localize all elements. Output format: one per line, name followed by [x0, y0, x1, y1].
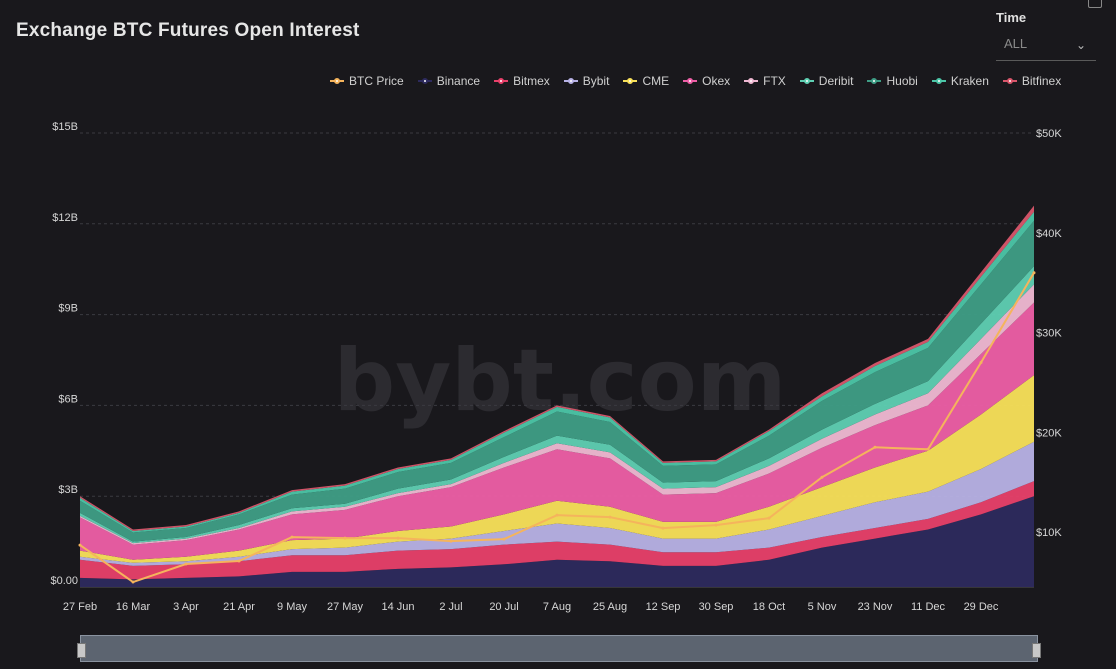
chevron-down-icon: ⌄: [1075, 38, 1086, 52]
legend-item-deribit[interactable]: Deribit: [799, 74, 854, 88]
x-tick-label: 23 Nov: [858, 601, 893, 613]
area-series-binance[interactable]: [80, 496, 1034, 587]
y-left-tick-label: $12B: [52, 212, 78, 224]
x-tick-label: 2 Jul: [439, 601, 462, 613]
price-point: [78, 543, 82, 547]
price-point: [979, 360, 983, 364]
legend-marker-icon: [1002, 76, 1017, 86]
x-tick-label: 29 Dec: [964, 601, 999, 613]
legend-marker-icon: [867, 76, 882, 86]
x-tick-label: 30 Sep: [699, 601, 734, 613]
price-point: [926, 447, 930, 451]
price-point: [873, 445, 877, 449]
legend-marker-icon: [623, 76, 638, 86]
legend-marker-icon: [931, 76, 946, 86]
legend-label: Bybit: [582, 74, 610, 88]
legend-marker-icon: [799, 76, 814, 86]
x-tick-label: 9 May: [277, 601, 307, 613]
time-filter-select[interactable]: ALL ⌄: [996, 30, 1096, 61]
area-series-cme[interactable]: [80, 375, 1034, 563]
x-tick-label: 7 Aug: [543, 601, 571, 613]
price-point: [1032, 271, 1036, 275]
y-left-tick-label: $15B: [52, 121, 78, 133]
legend-label: Bitmex: [513, 74, 550, 88]
legend-label: Huobi: [886, 74, 918, 88]
legend-item-bybit[interactable]: Bybit: [563, 74, 610, 88]
legend-marker-icon: [330, 76, 344, 86]
x-tick-label: 27 Feb: [63, 601, 97, 613]
chart-legend: BTC Price Binance Bitmex Bybit CME Okex FTX Der…: [330, 74, 1075, 88]
legend-item-huobi[interactable]: Huobi: [867, 74, 918, 88]
x-tick-label: 27 May: [327, 601, 364, 613]
legend-item-ftx[interactable]: FTX: [744, 74, 786, 88]
page-title: Exchange BTC Futures Open Interest: [16, 20, 360, 41]
price-point: [396, 536, 400, 540]
x-tick-label: 16 Mar: [116, 601, 151, 613]
x-tick-label: 14 Jun: [381, 601, 414, 613]
price-point: [449, 539, 453, 543]
price-point: [237, 559, 241, 563]
legend-label: Kraken: [950, 74, 989, 88]
price-point: [555, 513, 559, 517]
legend-label: BTC Price: [349, 74, 404, 88]
y-right-tick-label: $50K: [1036, 128, 1062, 140]
legend-item-kraken[interactable]: Kraken: [931, 74, 989, 88]
y-right-tick-label: $30K: [1036, 328, 1062, 340]
price-point: [714, 523, 718, 527]
x-tick-label: 3 Apr: [173, 601, 199, 613]
legend-marker-icon: [494, 76, 509, 86]
legend-item-cme[interactable]: CME: [623, 74, 669, 88]
area-series-bitmex[interactable]: [80, 481, 1034, 580]
settings-icon[interactable]: [1088, 0, 1102, 8]
legend-item-binance[interactable]: Binance: [417, 74, 481, 88]
x-tick-label: 12 Sep: [646, 601, 681, 613]
price-point: [184, 562, 188, 566]
y-left-tick-label: $0.00: [50, 575, 78, 587]
legend-label: Binance: [436, 74, 481, 88]
legend-label: CME: [642, 74, 670, 88]
legend-item-bitfinex[interactable]: Bitfinex: [1002, 74, 1062, 88]
y-left-tick-label: $6B: [58, 393, 78, 405]
x-tick-label: 25 Aug: [593, 601, 627, 613]
x-tick-label: 11 Dec: [911, 601, 946, 613]
price-point: [661, 526, 665, 530]
y-left-tick-label: $3B: [58, 484, 78, 496]
legend-marker-icon: [744, 76, 759, 86]
x-tick-label: 18 Oct: [753, 601, 785, 613]
legend-marker-icon: [563, 76, 578, 86]
time-filter-label: Time: [996, 10, 1027, 25]
x-tick-label: 20 Jul: [489, 601, 518, 613]
price-point: [131, 580, 135, 584]
legend-label: FTX: [763, 74, 786, 88]
legend-label: Okex: [702, 74, 731, 88]
price-point: [343, 536, 347, 540]
legend-label: Deribit: [818, 74, 854, 88]
price-point: [767, 516, 771, 520]
time-filter-value: ALL: [1004, 36, 1028, 51]
price-point: [290, 535, 294, 539]
price-point: [502, 537, 506, 541]
drag-handle-icon[interactable]: [1032, 643, 1041, 658]
y-right-tick-label: $20K: [1036, 427, 1062, 439]
legend-marker-icon: [417, 76, 432, 86]
price-point: [820, 475, 824, 479]
price-point: [608, 515, 612, 519]
y-left-tick-label: $9B: [58, 303, 78, 315]
x-tick-label: 5 Nov: [808, 601, 837, 613]
range-navigator[interactable]: [77, 635, 1041, 662]
legend-marker-icon: [683, 76, 698, 86]
area-series-bybit[interactable]: [80, 441, 1034, 566]
x-tick-label: 21 Apr: [223, 601, 255, 613]
legend-item-okex[interactable]: Okex: [683, 74, 730, 88]
legend-item-bitmex[interactable]: Bitmex: [494, 74, 550, 88]
y-right-tick-label: $40K: [1036, 228, 1062, 240]
y-right-tick-label: $10K: [1036, 527, 1062, 539]
drag-handle-icon[interactable]: [77, 643, 86, 658]
legend-label: Bitfinex: [1021, 74, 1062, 88]
legend-item-btc-price[interactable]: BTC Price: [330, 74, 404, 88]
area-series-okex[interactable]: [80, 302, 1034, 560]
